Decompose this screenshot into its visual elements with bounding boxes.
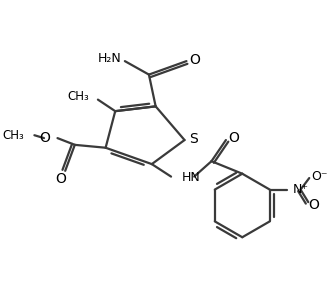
Text: O: O <box>190 53 201 67</box>
Text: O: O <box>308 198 319 212</box>
Text: H₂N: H₂N <box>98 52 122 65</box>
Text: CH₃: CH₃ <box>2 129 24 142</box>
Text: O: O <box>228 131 239 145</box>
Text: O: O <box>39 131 50 145</box>
Text: O: O <box>55 171 66 186</box>
Text: CH₃: CH₃ <box>68 90 89 103</box>
Text: O⁻: O⁻ <box>311 170 328 183</box>
Text: N⁺: N⁺ <box>293 183 309 196</box>
Text: HN: HN <box>182 171 200 184</box>
Text: S: S <box>189 132 198 146</box>
